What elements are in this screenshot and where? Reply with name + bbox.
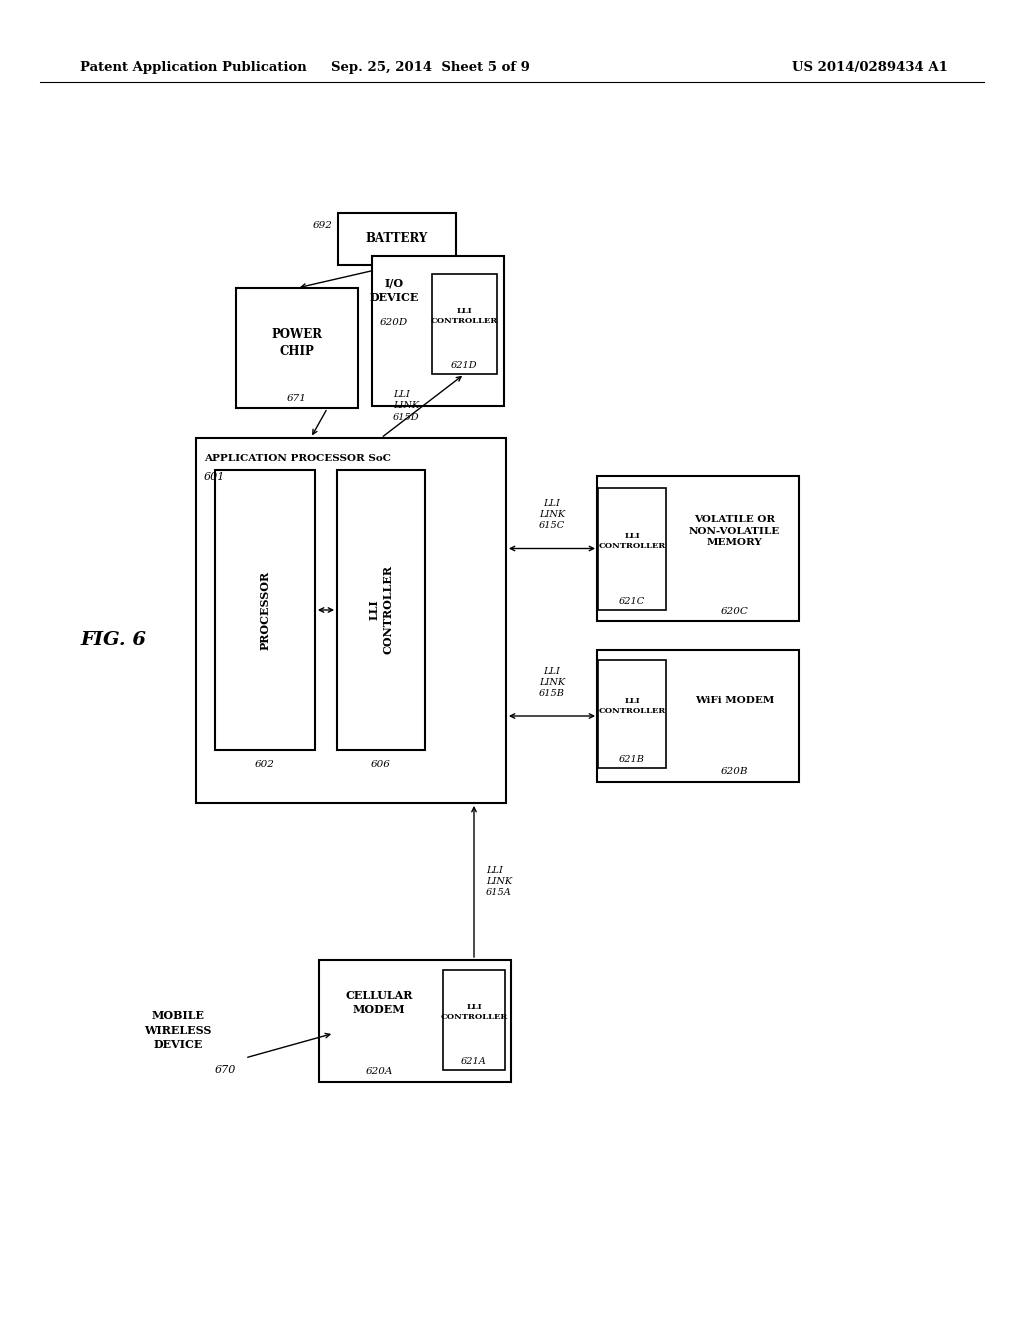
Text: 602: 602 <box>255 760 274 770</box>
Text: LLI
CONTROLLER: LLI CONTROLLER <box>598 532 666 550</box>
Text: BATTERY: BATTERY <box>366 232 428 246</box>
Text: MOBILE
WIRELESS
DEVICE: MOBILE WIRELESS DEVICE <box>144 1010 212 1051</box>
Bar <box>196 438 506 803</box>
Bar <box>236 288 358 408</box>
Text: US 2014/0289434 A1: US 2014/0289434 A1 <box>792 62 948 74</box>
Bar <box>597 649 799 781</box>
Text: LLI
LINK
615B: LLI LINK 615B <box>539 667 565 698</box>
Text: LLI
CONTROLLER: LLI CONTROLLER <box>369 565 394 655</box>
Text: LLI
CONTROLLER: LLI CONTROLLER <box>440 1003 508 1020</box>
Text: LLI
CONTROLLER: LLI CONTROLLER <box>431 308 498 325</box>
Text: LLI
LINK
615A: LLI LINK 615A <box>486 866 512 898</box>
Text: POWER
CHIP: POWER CHIP <box>271 327 323 358</box>
Text: Patent Application Publication: Patent Application Publication <box>80 62 307 74</box>
Text: APPLICATION PROCESSOR SoC: APPLICATION PROCESSOR SoC <box>204 454 391 463</box>
Text: VOLATILE OR
NON-VOLATILE
MEMORY: VOLATILE OR NON-VOLATILE MEMORY <box>689 516 780 546</box>
Bar <box>598 660 666 768</box>
Bar <box>338 213 456 265</box>
Text: 621C: 621C <box>618 598 645 606</box>
Text: 692: 692 <box>313 220 333 230</box>
Text: WiFi MODEM: WiFi MODEM <box>694 696 774 705</box>
Text: 670: 670 <box>215 1065 237 1074</box>
Text: 620B: 620B <box>721 767 749 776</box>
Bar <box>597 477 799 620</box>
Text: CELLULAR
MODEM: CELLULAR MODEM <box>345 990 413 1015</box>
Bar <box>337 470 425 750</box>
Text: 620C: 620C <box>721 606 749 615</box>
Text: 621D: 621D <box>452 362 478 371</box>
Text: 620D: 620D <box>380 318 409 327</box>
Text: 621A: 621A <box>461 1057 486 1067</box>
Text: 621B: 621B <box>620 755 645 764</box>
Text: 601: 601 <box>204 473 225 482</box>
Text: 606: 606 <box>371 760 391 770</box>
Bar <box>215 470 315 750</box>
Text: PROCESSOR: PROCESSOR <box>259 570 270 649</box>
Text: LLI
CONTROLLER: LLI CONTROLLER <box>598 697 666 715</box>
Bar <box>372 256 504 407</box>
Text: Sep. 25, 2014  Sheet 5 of 9: Sep. 25, 2014 Sheet 5 of 9 <box>331 62 529 74</box>
Text: LLI
LINK
615C: LLI LINK 615C <box>539 499 565 531</box>
Text: 620A: 620A <box>366 1068 392 1077</box>
Text: 671: 671 <box>287 393 307 403</box>
Bar <box>443 970 505 1071</box>
Bar <box>598 488 666 610</box>
Bar <box>319 960 511 1082</box>
Bar <box>432 275 497 374</box>
Text: FIG. 6: FIG. 6 <box>80 631 146 649</box>
Text: I/O
DEVICE: I/O DEVICE <box>370 279 419 302</box>
Text: LLI
LINK
615D: LLI LINK 615D <box>393 391 420 421</box>
